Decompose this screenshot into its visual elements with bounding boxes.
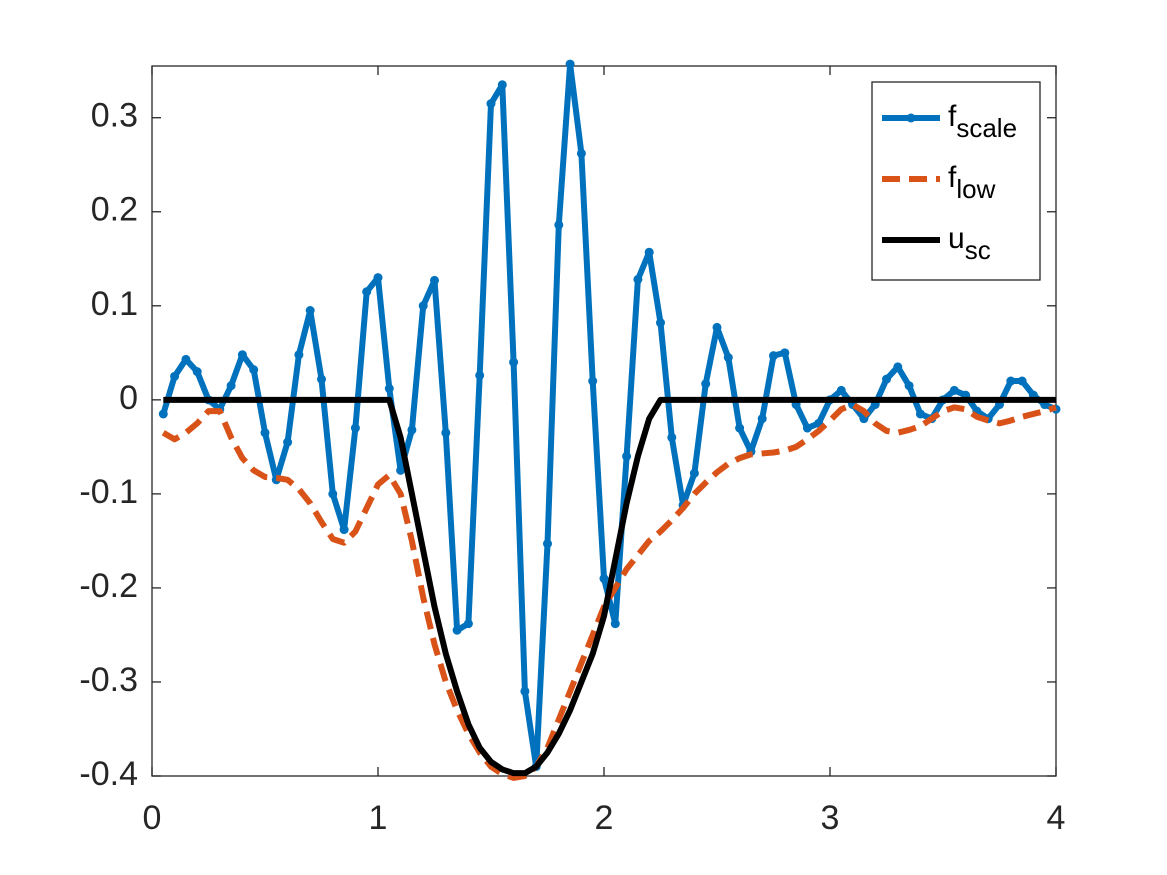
data-marker [350, 423, 360, 433]
data-marker [735, 423, 745, 433]
data-marker [396, 465, 406, 475]
data-marker [509, 357, 519, 367]
data-marker [441, 428, 451, 438]
legend-subscript: scale [956, 113, 1017, 143]
data-marker [949, 385, 959, 395]
data-marker [373, 273, 383, 283]
y-tick-label: 0.2 [91, 191, 138, 229]
data-marker [588, 376, 598, 386]
data-marker [362, 287, 372, 297]
data-marker [656, 318, 665, 328]
legend-name: f [948, 100, 957, 133]
data-marker [893, 362, 903, 372]
data-marker [294, 350, 304, 360]
data-marker [497, 80, 507, 90]
data-marker [644, 247, 654, 257]
data-marker [554, 220, 564, 230]
series-line [163, 396, 1056, 777]
data-marker [463, 619, 473, 629]
data-marker [802, 423, 812, 433]
data-marker [475, 370, 485, 380]
data-marker [384, 384, 394, 394]
data-marker [667, 432, 677, 442]
data-marker [599, 574, 609, 584]
data-marker [543, 539, 552, 549]
legend-subscript: sc [965, 235, 991, 265]
data-marker [701, 379, 711, 389]
y-tick-label: 0.1 [91, 285, 138, 323]
y-tick-label: -0.2 [79, 567, 138, 605]
y-tick-label: -0.4 [79, 755, 138, 793]
data-marker [305, 306, 315, 316]
data-marker [339, 525, 349, 535]
data-marker [430, 275, 439, 285]
data-marker [689, 468, 699, 478]
y-tick-label: 0.3 [91, 97, 138, 135]
data-marker [260, 428, 270, 438]
x-tick-label: 3 [821, 799, 840, 837]
data-marker [610, 619, 620, 629]
data-marker [915, 409, 925, 419]
x-tick-label: 0 [143, 799, 162, 837]
data-marker [1017, 376, 1027, 386]
y-tick-label: -0.1 [79, 473, 138, 511]
data-marker [328, 489, 338, 499]
data-marker [633, 274, 643, 284]
y-tick-label: 0 [119, 379, 138, 417]
data-marker [407, 425, 417, 435]
data-marker [712, 322, 722, 332]
data-marker [836, 385, 846, 395]
data-marker [622, 451, 632, 461]
legend-label: flow [948, 161, 996, 204]
data-marker [158, 409, 168, 419]
legend-label: usc [948, 222, 991, 265]
data-marker [192, 367, 202, 377]
data-marker [226, 381, 236, 391]
x-tick-label: 1 [369, 799, 388, 837]
data-marker [237, 350, 247, 360]
data-marker [520, 686, 530, 696]
data-marker [769, 351, 778, 361]
legend-name: f [948, 161, 957, 194]
legend-marker [906, 113, 916, 123]
data-marker [181, 354, 191, 364]
data-marker [418, 301, 428, 311]
data-marker [170, 371, 180, 381]
legend-name: u [948, 222, 965, 255]
data-marker [486, 99, 496, 109]
x-tick-label: 4 [1047, 799, 1066, 837]
data-marker [576, 148, 586, 158]
data-marker [565, 59, 575, 69]
data-marker [904, 381, 914, 391]
data-marker [757, 414, 767, 424]
data-marker [882, 374, 891, 384]
data-marker [317, 374, 326, 384]
data-marker [780, 348, 790, 358]
data-marker [1006, 376, 1016, 386]
legend-label: fscale [948, 100, 1017, 143]
data-marker [249, 365, 259, 375]
x-tick-label: 2 [595, 799, 614, 837]
y-tick-label: -0.3 [79, 661, 138, 699]
legend-subscript: low [956, 174, 995, 204]
data-marker [723, 353, 733, 363]
data-marker [452, 625, 462, 635]
data-marker [283, 437, 293, 447]
